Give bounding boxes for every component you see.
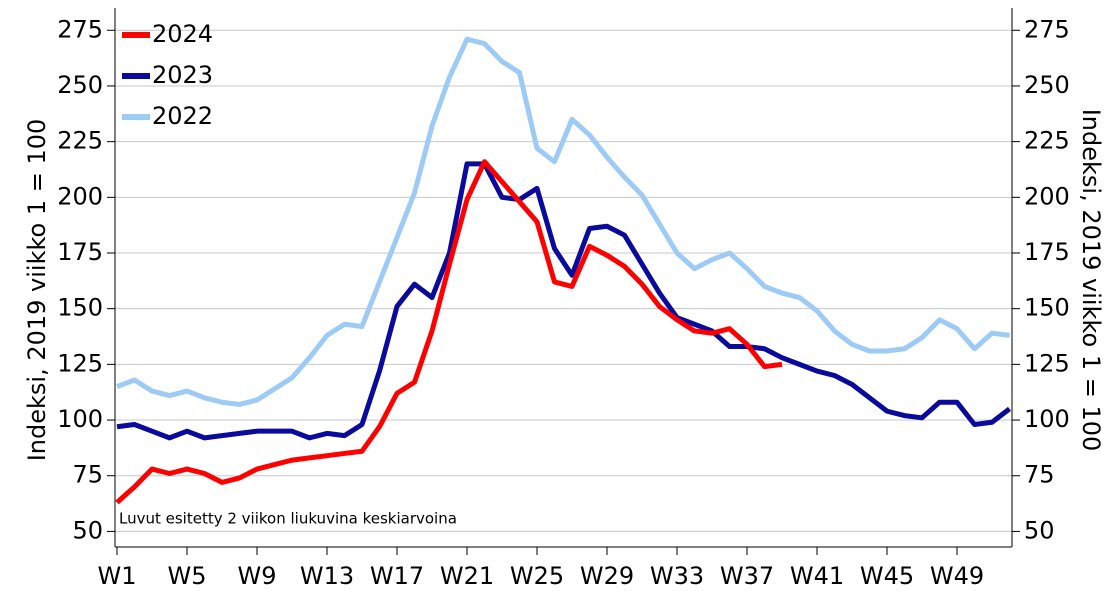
x-tick-label: W41 xyxy=(790,562,844,590)
legend-label: 2023 xyxy=(152,61,213,89)
x-tick-label: W1 xyxy=(98,562,137,590)
y-tick-label: 175 xyxy=(57,238,103,266)
x-tick-label: W17 xyxy=(370,562,424,590)
y2-tick-label: 100 xyxy=(1024,405,1070,433)
y-tick-label: 100 xyxy=(57,405,103,433)
line-series xyxy=(116,36,1010,407)
y2-axis-label: Indeksi, 2019 viikko 1 = 100 xyxy=(1077,109,1105,452)
x-tick-label: W29 xyxy=(580,562,634,590)
line-series xyxy=(115,159,783,505)
y-tick-label: 275 xyxy=(57,15,103,43)
x-tick-label: W5 xyxy=(168,562,207,590)
y2-tick-label: 50 xyxy=(1024,516,1055,544)
x-tick-label: W37 xyxy=(720,562,774,590)
y2-tick-label: 250 xyxy=(1024,71,1070,99)
x-tick-label: W13 xyxy=(300,562,354,590)
y2-tick-label: 225 xyxy=(1024,127,1070,155)
y-tick-label: 150 xyxy=(57,294,103,322)
y-axis-label: Indeksi, 2019 viikko 1 = 100 xyxy=(23,119,51,462)
y2-tick-label: 75 xyxy=(1024,461,1055,489)
x-tick-label: W33 xyxy=(650,562,704,590)
x-tick-label: W25 xyxy=(510,562,564,590)
y-tick-label: 200 xyxy=(57,182,103,210)
y2-tick-label: 125 xyxy=(1024,349,1070,377)
annotation: Luvut esitetty 2 viikon liukuvina keskia… xyxy=(119,510,457,528)
y-tick-label: 250 xyxy=(57,71,103,99)
x-tick-label: W49 xyxy=(930,562,984,590)
y2-tick-label: 200 xyxy=(1024,182,1070,210)
x-tick-label: W21 xyxy=(440,562,494,590)
y-tick-label: 225 xyxy=(57,127,103,155)
y-tick-label: 75 xyxy=(72,461,103,489)
line-series xyxy=(116,161,1012,441)
y2-tick-label: 150 xyxy=(1024,294,1070,322)
legend-label: 2024 xyxy=(152,20,213,48)
y-tick-label: 125 xyxy=(57,349,103,377)
y2-tick-label: 275 xyxy=(1024,15,1070,43)
y2-tick-label: 175 xyxy=(1024,238,1070,266)
y-tick-label: 50 xyxy=(72,516,103,544)
x-tick-label: W45 xyxy=(860,562,914,590)
x-tick-label: W9 xyxy=(238,562,277,590)
legend-label: 2022 xyxy=(152,102,213,130)
